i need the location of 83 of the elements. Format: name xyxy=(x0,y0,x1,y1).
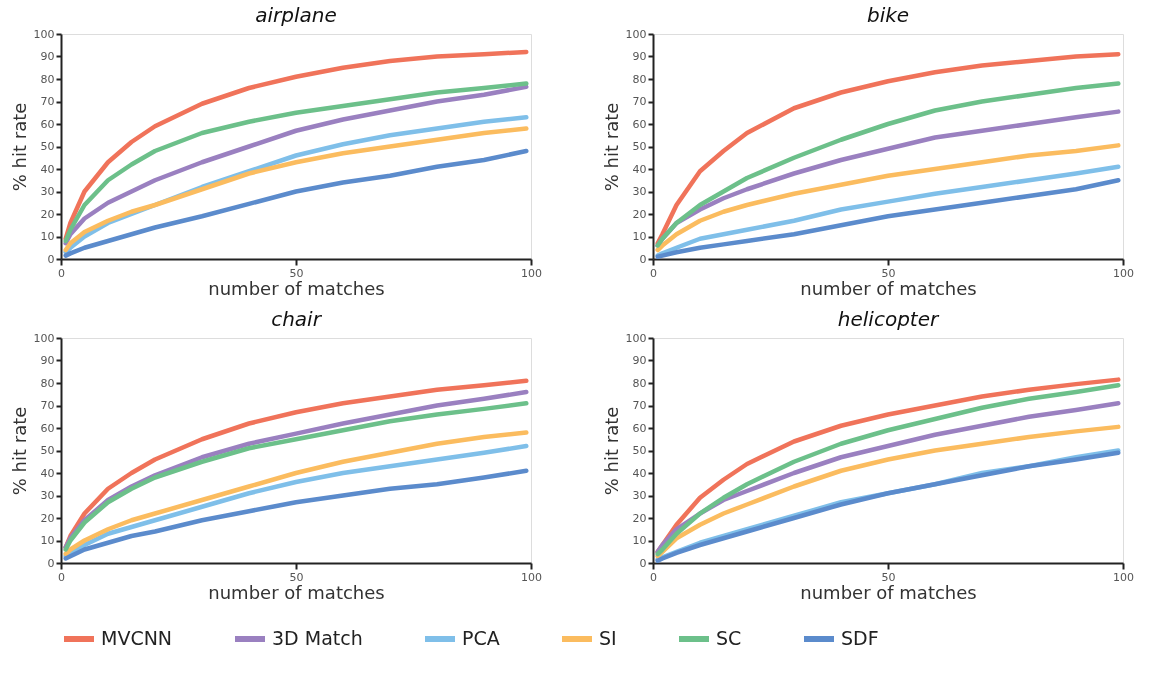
x-tick-label: 0 xyxy=(58,266,65,280)
y-tick-label: 30 xyxy=(40,489,55,502)
x-tick-label: 0 xyxy=(650,570,657,584)
line-series xyxy=(655,178,1121,259)
legend-label: PCA xyxy=(462,627,500,649)
y-axis-title: % hit rate xyxy=(600,102,622,192)
y-tick-label: 20 xyxy=(40,207,55,221)
y-tick-label: 40 xyxy=(40,466,55,480)
chart-title: bike xyxy=(866,3,910,27)
x-axis-title: number of matches xyxy=(208,581,385,603)
x-tick-label: 50 xyxy=(289,570,304,584)
x-tick-label: 100 xyxy=(521,570,542,584)
y-tick-label: 0 xyxy=(639,252,647,266)
y-tick-label: 10 xyxy=(40,230,55,243)
y-tick-label: 50 xyxy=(40,444,55,457)
y-tick-label: 90 xyxy=(632,50,647,63)
y-axis-title: % hit rate xyxy=(8,406,30,496)
legend-label: MVCNN xyxy=(101,627,173,649)
line-series xyxy=(655,424,1121,559)
y-tick-label: 20 xyxy=(632,207,647,221)
line-series xyxy=(655,164,1121,258)
y-axis-title: % hit rate xyxy=(8,102,30,192)
y-tick-label: 60 xyxy=(632,117,647,131)
y-tick-label: 70 xyxy=(632,95,647,108)
y-tick-label: 80 xyxy=(40,72,55,86)
x-tick-label: 50 xyxy=(881,266,896,280)
x-axis-title: number of matches xyxy=(800,581,977,603)
line-series xyxy=(655,52,1121,246)
line-series xyxy=(63,468,529,561)
y-tick-label: 100 xyxy=(625,27,647,41)
y-axis-title: % hit rate xyxy=(600,406,622,496)
y-tick-label: 100 xyxy=(33,331,55,345)
line-series xyxy=(63,148,529,258)
y-tick-label: 90 xyxy=(40,354,55,367)
x-tick-label: 50 xyxy=(289,266,304,280)
legend-label: SDF xyxy=(841,627,879,649)
line-series xyxy=(655,81,1121,248)
y-tick-label: 100 xyxy=(625,331,647,345)
y-tick-label: 10 xyxy=(40,534,55,547)
x-tick-label: 100 xyxy=(1113,570,1134,584)
x-axis-title: number of matches xyxy=(800,277,977,299)
chart-title: helicopter xyxy=(837,307,940,331)
legend-label: SC xyxy=(716,627,742,649)
y-tick-label: 90 xyxy=(40,50,55,63)
legend-label: 3D Match xyxy=(272,627,363,649)
y-tick-label: 50 xyxy=(632,140,647,153)
y-tick-label: 0 xyxy=(639,556,647,570)
x-tick-label: 0 xyxy=(650,266,657,280)
y-tick-label: 40 xyxy=(632,162,647,176)
line-series xyxy=(63,49,529,241)
line-series xyxy=(655,143,1121,253)
legend-label: SI xyxy=(599,627,617,649)
y-tick-label: 40 xyxy=(632,466,647,480)
y-tick-label: 80 xyxy=(632,376,647,390)
x-tick-label: 0 xyxy=(58,570,65,584)
x-tick-label: 50 xyxy=(881,570,896,584)
y-tick-label: 30 xyxy=(632,185,647,198)
y-tick-label: 20 xyxy=(632,511,647,525)
x-tick-label: 100 xyxy=(1113,266,1134,280)
x-tick-label: 100 xyxy=(521,266,542,280)
x-axis-title: number of matches xyxy=(208,277,385,299)
y-tick-label: 0 xyxy=(47,556,55,570)
chart-title: airplane xyxy=(255,3,337,27)
y-tick-label: 70 xyxy=(40,399,55,412)
y-tick-label: 50 xyxy=(632,444,647,457)
y-tick-label: 0 xyxy=(47,252,55,266)
y-tick-label: 40 xyxy=(40,162,55,176)
y-tick-label: 90 xyxy=(632,354,647,367)
chart-title: chair xyxy=(271,307,323,331)
y-tick-label: 10 xyxy=(632,534,647,547)
y-tick-label: 50 xyxy=(40,140,55,153)
y-tick-label: 10 xyxy=(632,230,647,243)
y-tick-label: 30 xyxy=(40,185,55,198)
y-tick-label: 60 xyxy=(632,421,647,435)
y-tick-label: 80 xyxy=(40,376,55,390)
y-tick-label: 70 xyxy=(40,95,55,108)
y-tick-label: 80 xyxy=(632,72,647,86)
y-tick-label: 60 xyxy=(40,117,55,131)
y-tick-label: 100 xyxy=(33,27,55,41)
y-tick-label: 30 xyxy=(632,489,647,502)
y-tick-label: 60 xyxy=(40,421,55,435)
y-tick-label: 70 xyxy=(632,399,647,412)
y-tick-label: 20 xyxy=(40,511,55,525)
